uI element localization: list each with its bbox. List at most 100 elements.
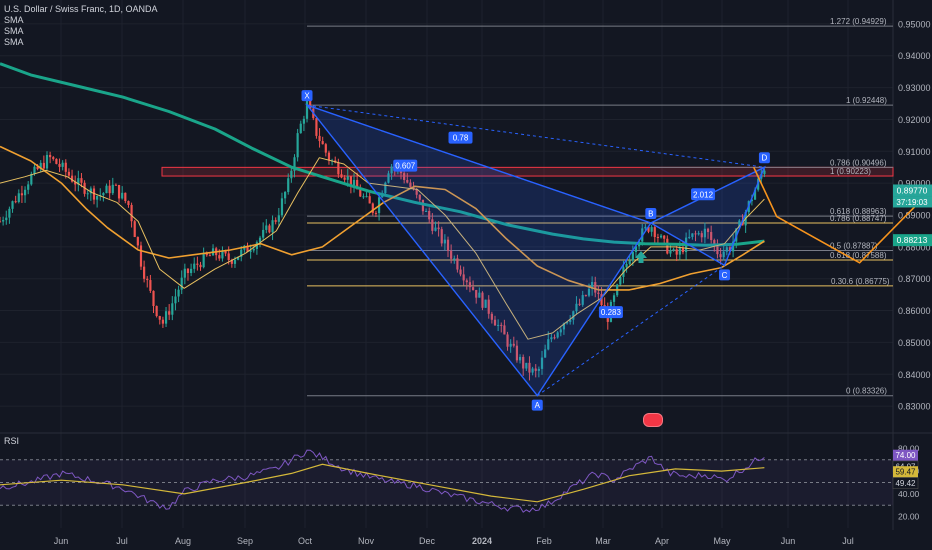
candle-body: [537, 368, 540, 371]
candle-body: [415, 188, 418, 195]
candle-body: [20, 193, 24, 196]
candle-body: [468, 282, 472, 288]
candle-body: [453, 258, 456, 260]
pattern-ratio-label: 0.78: [453, 134, 469, 143]
candle-body: [525, 362, 528, 369]
candle-body: [518, 356, 522, 361]
candle-body: [64, 162, 67, 172]
candle-body: [352, 179, 356, 187]
sma-short-line: [0, 157, 765, 340]
x-tick-label: Oct: [298, 536, 313, 546]
candle-body: [318, 135, 321, 142]
pattern-ratio-badge: [691, 188, 716, 201]
y-tick-label: 0.90000: [898, 179, 931, 189]
candle-body: [296, 133, 299, 158]
us-flag-icon[interactable]: [643, 413, 663, 427]
candle-body: [418, 194, 421, 200]
candle-body: [274, 220, 277, 222]
candle-body: [133, 221, 136, 238]
candle-body: [152, 290, 155, 307]
candle-body: [703, 228, 707, 238]
rsi-tick-label: 40.00: [898, 489, 920, 499]
fib-level-label: 0.3: [831, 277, 843, 286]
x-tick-label: Dec: [419, 536, 436, 546]
candle-body: [446, 239, 450, 251]
candle-body: [33, 166, 36, 174]
candle-body: [218, 255, 221, 259]
fib-level-label: 0.618 (0.88963): [830, 207, 887, 216]
candle-body: [249, 250, 252, 252]
countdown-tag: 37:19:03: [896, 198, 928, 207]
pattern-point-badge: [719, 269, 731, 281]
sma-price-tag-bg: [893, 234, 932, 247]
rsi-pane-label[interactable]: RSI: [4, 436, 20, 446]
x-tick-label: Aug: [175, 536, 191, 546]
indicator-sma-1[interactable]: SMA: [4, 15, 24, 25]
fib-level-label: 0.5 (0.87887): [830, 241, 878, 250]
candle-body: [675, 249, 678, 255]
candle-body: [268, 225, 271, 233]
candle-body: [565, 321, 569, 324]
candle-body: [42, 162, 45, 169]
candle-body: [8, 208, 11, 218]
candle-body: [597, 292, 600, 295]
candle-body: [688, 236, 691, 238]
pattern-point-badge: [645, 207, 657, 219]
candle-body: [368, 196, 371, 204]
candle-body: [309, 100, 312, 109]
last-price-tag: 0.89770: [897, 185, 928, 195]
candle-body: [5, 217, 8, 221]
candle-body: [30, 173, 33, 185]
candle-body: [290, 170, 293, 179]
candle-body: [500, 324, 503, 326]
candle-body: [45, 154, 49, 169]
candle-body: [434, 227, 437, 231]
x-tick-label: May: [713, 536, 731, 546]
rsi-tick-label: 20.00: [898, 512, 920, 522]
sma-long-line: [0, 62, 765, 247]
pattern-point-label: A: [535, 401, 541, 410]
y-tick-label: 0.94000: [898, 51, 931, 61]
candle-body: [161, 319, 165, 324]
candle-body: [246, 245, 249, 252]
candle-body: [124, 192, 127, 202]
y-tick-label: 0.88000: [898, 242, 931, 252]
candle-body: [725, 247, 728, 252]
candle-body: [462, 274, 465, 281]
candle-body: [559, 329, 562, 333]
candle-body: [70, 175, 74, 182]
candle-body: [628, 260, 631, 264]
pattern-point-badge: [758, 152, 770, 164]
candle-body: [177, 289, 180, 297]
pattern-point-label: C: [722, 271, 728, 280]
indicator-sma-3[interactable]: SMA: [4, 37, 24, 47]
candle-body: [471, 287, 475, 290]
candle-body: [61, 162, 64, 167]
candle-body: [600, 294, 603, 306]
y-tick-label: 0.84000: [898, 370, 931, 380]
indicator-sma-2[interactable]: SMA: [4, 26, 24, 36]
candle-body: [506, 334, 509, 347]
candle-body: [522, 356, 525, 369]
candle-body: [302, 118, 305, 124]
countdown-tag-bg: [893, 196, 932, 208]
pattern-ratio-label: 0.283: [601, 308, 622, 317]
candle-body: [531, 368, 534, 373]
candle-body: [158, 316, 161, 320]
candle-body: [202, 252, 205, 268]
rsi-value-tag-bg: [892, 477, 919, 489]
candle-body: [265, 225, 268, 230]
pattern-ratio-badge: [448, 131, 473, 144]
candle-body: [237, 256, 240, 260]
candle-body: [17, 193, 20, 202]
candle-body: [49, 154, 52, 158]
candle-body: [556, 332, 559, 338]
candle-body: [196, 263, 199, 265]
candle-body: [205, 252, 208, 256]
y-tick-label: 0.85000: [898, 338, 931, 348]
candle-body: [440, 229, 443, 244]
candle-body: [612, 295, 616, 302]
x-tick-label: Jun: [781, 536, 796, 546]
last-price-tag-bg: [893, 184, 932, 197]
